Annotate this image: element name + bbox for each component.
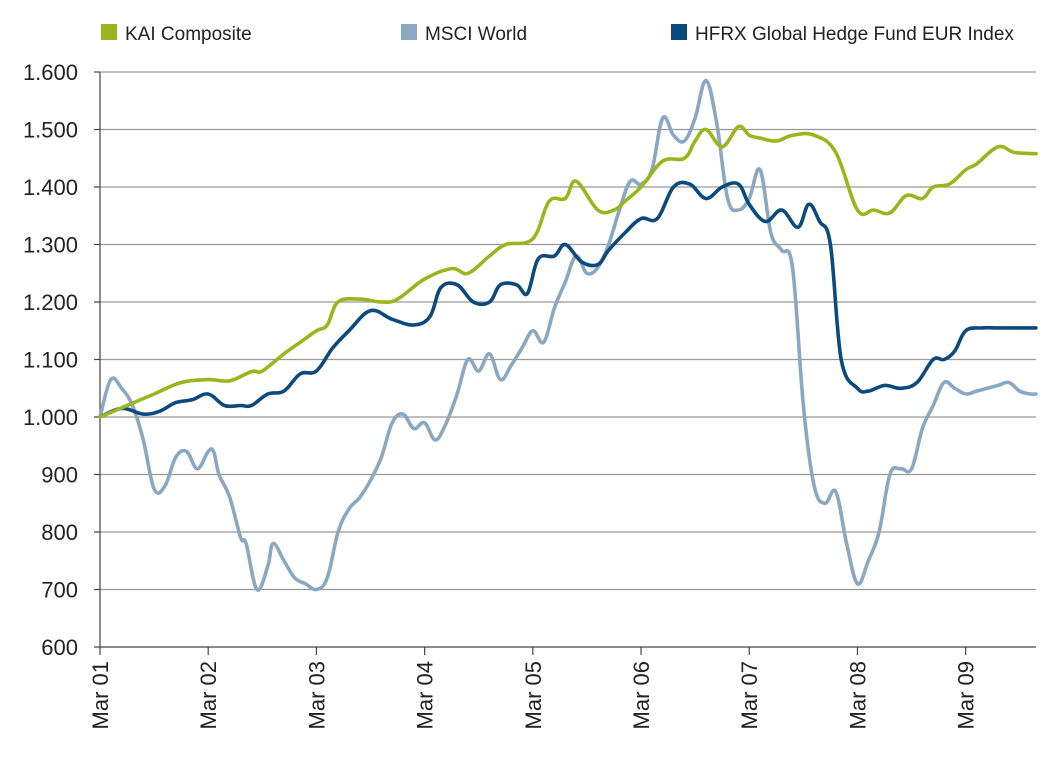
x-tick-label: Mar 06 <box>629 661 654 729</box>
y-tick-label: 900 <box>41 463 78 488</box>
x-tick-label: Mar 05 <box>521 661 546 729</box>
legend-swatch <box>401 24 417 40</box>
legend-item-msci-world: MSCI World <box>401 24 527 45</box>
y-tick-label: 1.100 <box>23 348 78 373</box>
series-lines <box>98 78 1038 592</box>
y-tick-label: 1.400 <box>23 175 78 200</box>
series-line-kai-composite <box>98 124 1038 419</box>
legend-swatch <box>671 24 687 40</box>
x-tick-label: Mar 07 <box>737 661 762 729</box>
series-line-msci-world <box>98 78 1038 592</box>
axes: 600 700 800 900 1.000 1.100 1.200 1.300 1.400 1.5… <box>23 60 1036 729</box>
x-tick-label: Mar 08 <box>845 661 870 729</box>
y-tick-label: 800 <box>41 520 78 545</box>
x-tick-label: Mar 03 <box>304 661 329 729</box>
x-tick-label: Mar 01 <box>88 661 113 729</box>
y-tick-label: 1.300 <box>23 233 78 258</box>
grid-lines <box>100 71 1036 591</box>
y-tick-label: 1.600 <box>23 60 78 85</box>
y-tick-label: 1.000 <box>23 405 78 430</box>
y-tick-label: 1.200 <box>23 290 78 315</box>
y-tick-label: 600 <box>41 635 78 660</box>
y-tick-label: 1.500 <box>23 118 78 143</box>
legend-label: HFRX Global Hedge Fund EUR Index <box>695 24 1014 45</box>
x-tick-label: Mar 09 <box>954 661 979 729</box>
legend-label: KAI Composite <box>125 24 252 45</box>
legend-label: MSCI World <box>425 24 527 45</box>
series-line-hfrx-index <box>98 180 1038 419</box>
x-tick-label: Mar 02 <box>196 661 221 729</box>
legend-item-hfrx-index: HFRX Global Hedge Fund EUR Index <box>671 24 1014 45</box>
legend: KAI Composite MSCI World HFRX Global Hedge… <box>101 24 1014 45</box>
x-tick-label: Mar 04 <box>413 661 438 729</box>
y-tick-label: 700 <box>41 578 78 603</box>
legend-item-kai-composite: KAI Composite <box>101 24 252 45</box>
legend-swatch <box>101 24 117 40</box>
